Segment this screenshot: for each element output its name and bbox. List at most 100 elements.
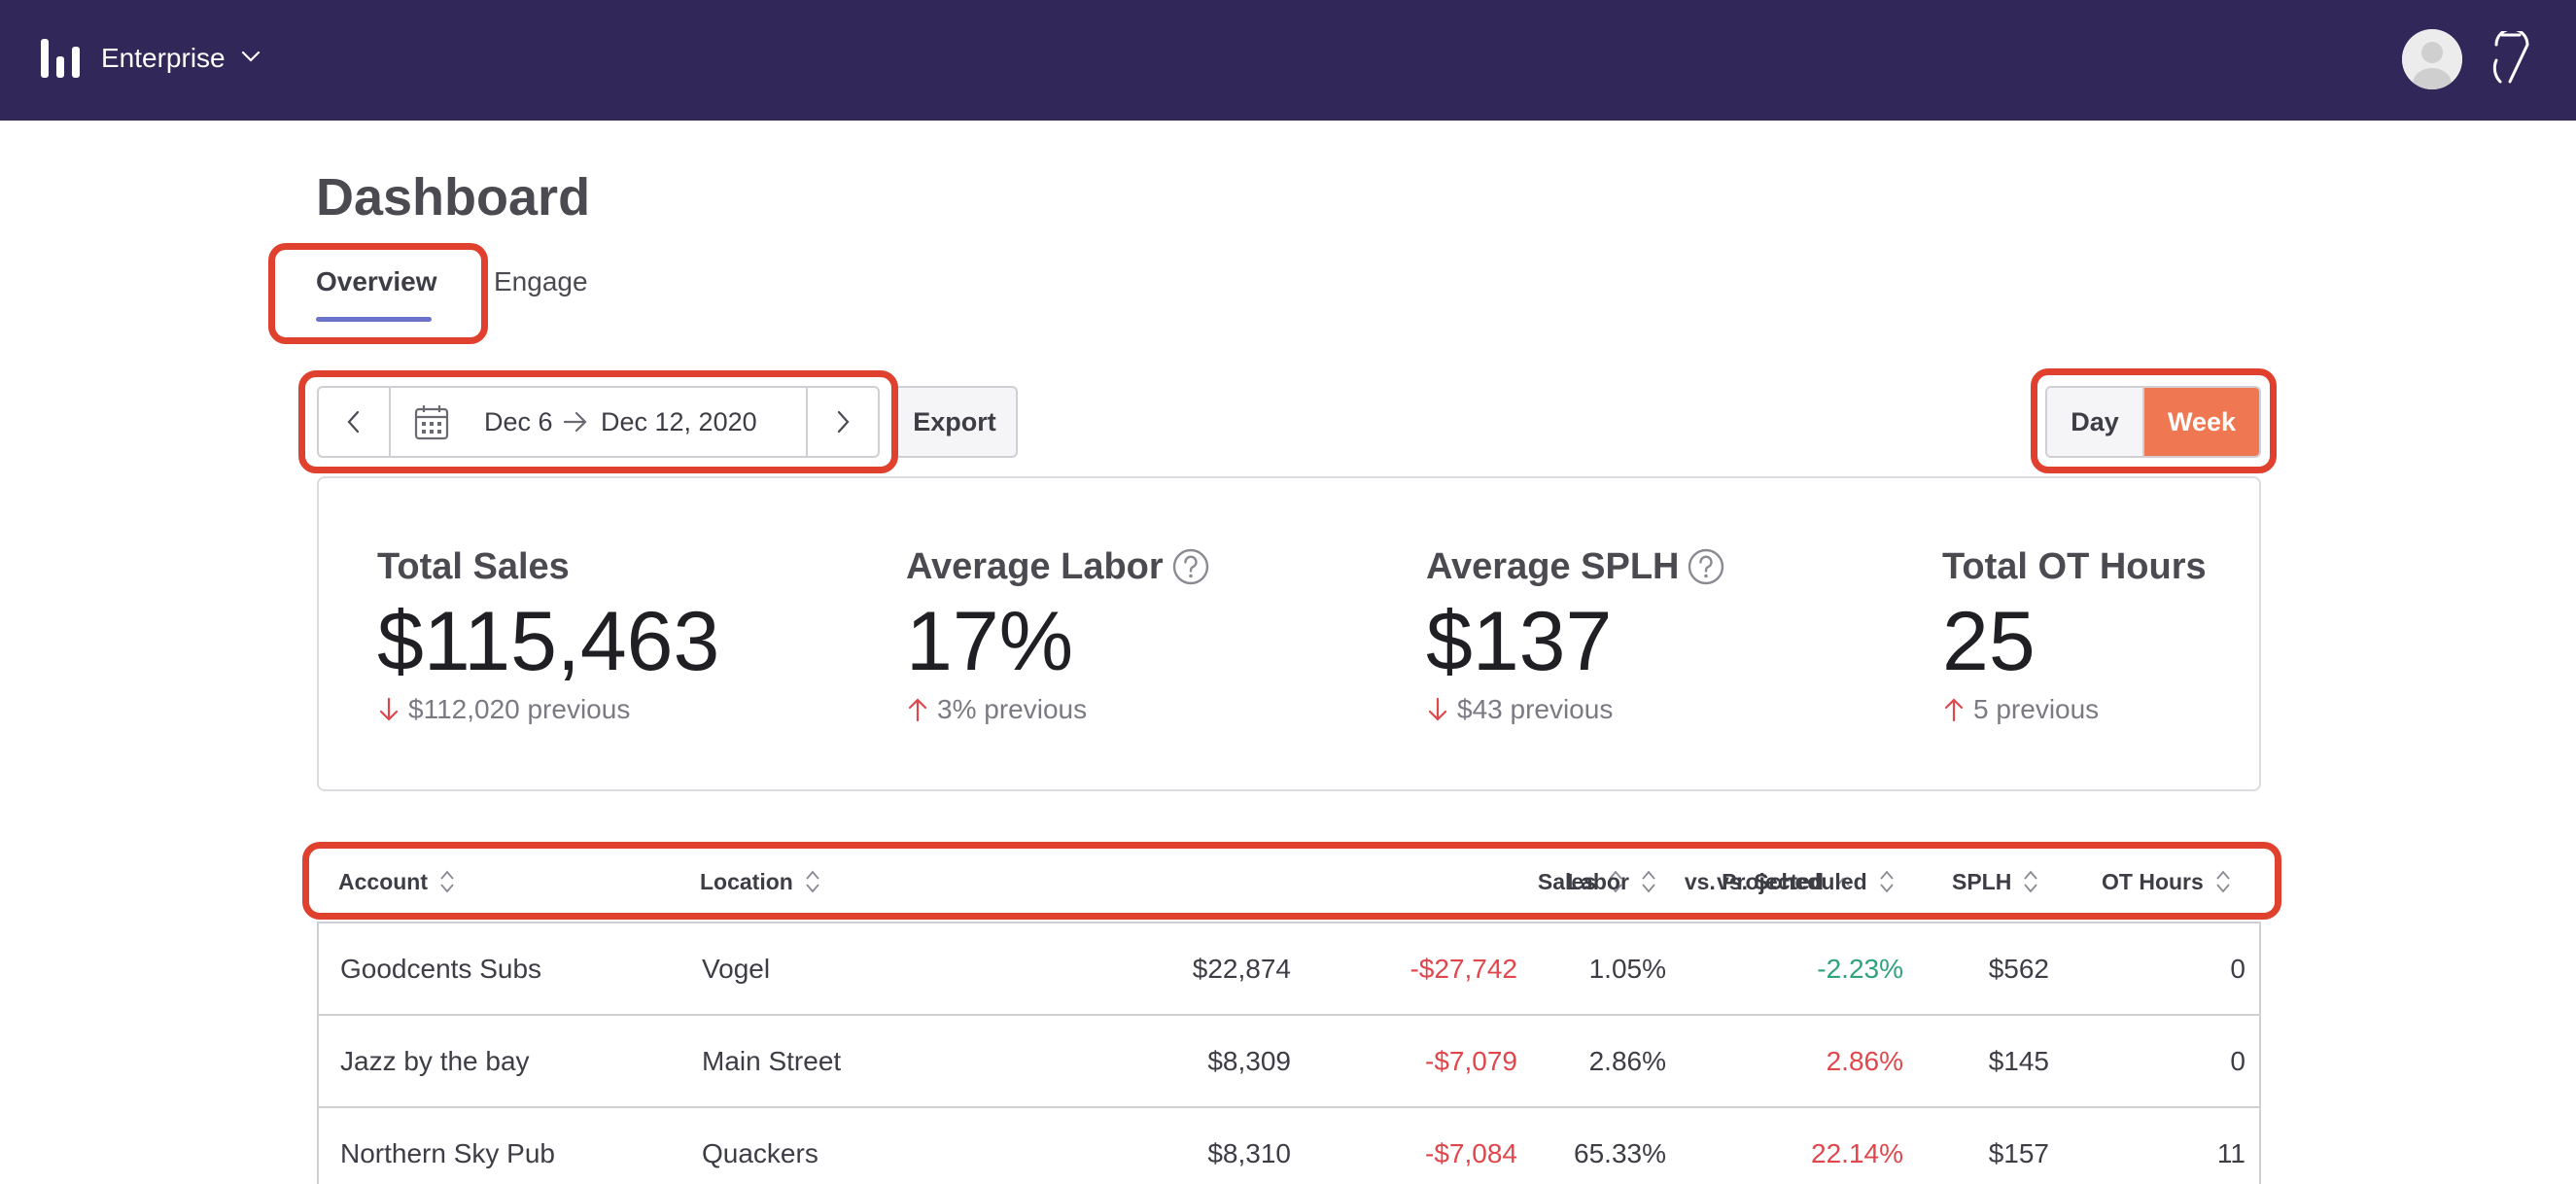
arrow-down-icon [379, 697, 399, 721]
cell-ot-hours: 0 [2230, 953, 2245, 984]
column-header-vs-scheduled[interactable]: vs. Scheduled [1717, 852, 1897, 912]
stat-title-label: Average Labor [906, 546, 1164, 587]
table-header: Account Location Sales vs. Projected Lab… [317, 852, 2261, 912]
date-range-start: Dec 6 [484, 407, 553, 436]
column-header-labor[interactable]: Labor [1567, 852, 1658, 912]
tab-overview[interactable]: Overview [316, 266, 437, 296]
cell-location: Vogel [702, 953, 771, 984]
bar-logo-icon[interactable] [39, 37, 84, 80]
cell-labor: 65.33% [1574, 1137, 1666, 1168]
stat-previous-label: $43 previous [1457, 694, 1614, 724]
stat-previous: 5 previous [1942, 692, 2099, 727]
week-toggle-button[interactable]: Week [2144, 388, 2259, 456]
stat-previous: 3% previous [906, 692, 1087, 727]
stat-title-label: Total Sales [377, 546, 570, 587]
date-range-field[interactable]: Dec 6 Dec 12, 2020 [391, 388, 808, 456]
calendar-icon [414, 405, 449, 440]
sort-icon [1879, 870, 1894, 893]
column-header-vs-projected[interactable]: vs. Projected [1685, 852, 1853, 912]
cell-splh: $157 [1988, 1137, 2049, 1168]
org-switcher-label[interactable]: Enterprise [101, 43, 226, 73]
column-header-sales[interactable]: Sales [1538, 852, 1625, 912]
column-header-label: Account [338, 868, 428, 894]
sort-icon [1609, 870, 1622, 893]
chevron-down-icon[interactable] [239, 45, 262, 68]
column-header-label: Location [700, 868, 793, 894]
column-header-label: SPLH [1952, 868, 2012, 894]
column-header-account[interactable]: Account [338, 852, 457, 912]
cell-vs-projected: -$27,742 [1410, 953, 1517, 984]
summary-stats-card: Total Sales $115,463 $112,020 previous A… [317, 476, 2261, 791]
brand-7-icon[interactable] [2489, 31, 2533, 86]
period-toggle: Day Week [2045, 386, 2261, 458]
cell-vs-projected: -$7,084 [1425, 1137, 1517, 1168]
cell-splh: $145 [1988, 1045, 2049, 1076]
cell-sales: $8,309 [1207, 1045, 1291, 1076]
arrow-right-icon [563, 411, 587, 433]
column-header-label: Labor [1567, 868, 1629, 894]
stat-title: Total OT Hours [1942, 544, 2207, 589]
cell-sales: $8,310 [1207, 1137, 1291, 1168]
sort-icon [806, 870, 819, 893]
day-toggle-button[interactable]: Day [2047, 388, 2144, 456]
stat-value: $137 [1426, 595, 1613, 688]
cell-location: Main Street [702, 1045, 842, 1076]
stat-title: Total Sales [377, 544, 570, 589]
stat-previous-label: $112,020 previous [408, 694, 631, 724]
column-header-ot-hours[interactable]: OT Hours [2102, 852, 2233, 912]
cell-vs-scheduled: 22.14% [1811, 1137, 1903, 1168]
cell-account: Jazz by the bay [340, 1045, 530, 1076]
arrow-down-icon [1428, 697, 1447, 721]
export-button[interactable]: Export [891, 386, 1018, 458]
sort-icon [440, 870, 454, 893]
stat-title: Average SPLH [1426, 544, 1725, 589]
stat-value: 25 [1942, 595, 2036, 688]
cell-account: Northern Sky Pub [340, 1137, 555, 1168]
cell-account: Goodcents Subs [340, 953, 542, 984]
cell-vs-scheduled: -2.23% [1817, 953, 1903, 984]
cell-splh: $562 [1988, 953, 2049, 984]
date-range-end: Dec 12, 2020 [601, 407, 757, 436]
column-header-label: OT Hours [2102, 868, 2204, 894]
help-icon[interactable] [1687, 547, 1725, 586]
cell-labor: 1.05% [1588, 953, 1666, 984]
active-tab-indicator [316, 317, 432, 322]
chevron-left-icon [347, 410, 360, 434]
arrow-up-icon [1944, 698, 1964, 722]
table-row[interactable]: Goodcents Subs Vogel $22,874 -$27,742 1.… [319, 923, 2259, 1016]
cell-vs-projected: -$7,079 [1425, 1045, 1517, 1076]
page-title: Dashboard [316, 168, 591, 226]
stat-previous-label: 3% previous [937, 694, 1088, 724]
stat-title-label: Total OT Hours [1942, 546, 2207, 587]
cell-labor: 2.86% [1588, 1045, 1666, 1076]
date-range-picker: Dec 6 Dec 12, 2020 [317, 386, 880, 458]
next-period-button[interactable] [806, 388, 878, 456]
help-icon[interactable] [1171, 547, 1210, 586]
arrow-up-icon [908, 698, 927, 722]
stat-value: 17% [906, 595, 1074, 688]
column-header-splh[interactable]: SPLH [1952, 852, 2040, 912]
table-row[interactable]: Jazz by the bay Main Street $8,309 -$7,0… [319, 1016, 2259, 1108]
user-avatar-icon [2402, 29, 2462, 89]
sort-icon [2024, 870, 2038, 893]
sort-icon [2216, 870, 2230, 893]
column-header-label: vs. Projected [1684, 868, 1824, 894]
tab-engage[interactable]: Engage [494, 266, 588, 296]
sort-ascending-icon [1836, 877, 1850, 887]
column-header-location[interactable]: Location [700, 852, 822, 912]
chevron-right-icon [837, 410, 850, 434]
previous-period-button[interactable] [319, 388, 391, 456]
stat-previous: $112,020 previous [377, 692, 630, 727]
avatar[interactable] [2402, 29, 2462, 89]
stat-title-label: Average SPLH [1426, 546, 1680, 587]
sort-icon [1642, 870, 1655, 893]
stat-title: Average Labor [906, 544, 1210, 589]
stat-previous: $43 previous [1426, 692, 1613, 727]
cell-location: Quackers [702, 1137, 818, 1168]
cell-ot-hours: 0 [2230, 1045, 2245, 1076]
table-row[interactable]: Northern Sky Pub Quackers $8,310 -$7,084… [319, 1108, 2259, 1184]
cell-ot-hours: 11 [2216, 1137, 2245, 1168]
stat-value: $115,463 [377, 595, 720, 688]
accounts-table: Goodcents Subs Vogel $22,874 -$27,742 1.… [317, 922, 2261, 1184]
column-header-label: vs. Scheduled [1717, 868, 1867, 894]
